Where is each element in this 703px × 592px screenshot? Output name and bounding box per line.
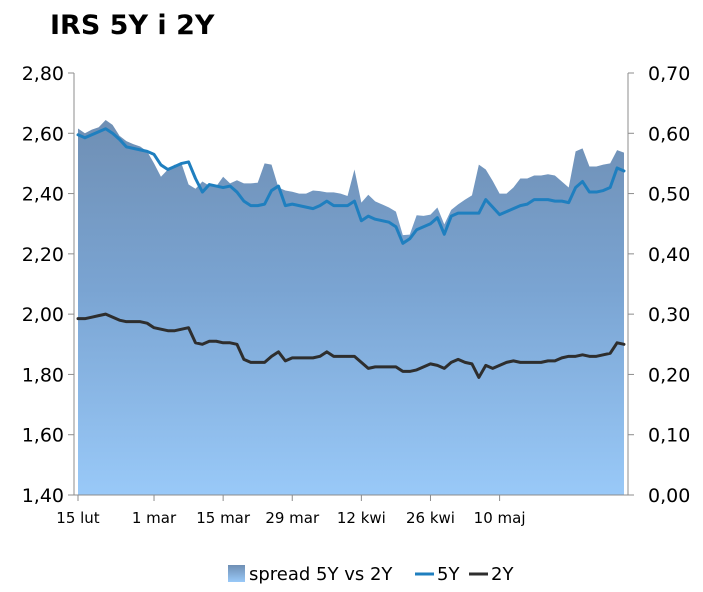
right-tick-label: 0,50 <box>648 184 690 206</box>
spread-area <box>78 120 624 496</box>
series-line-5y <box>76 127 626 245</box>
left-tick-label: 2,20 <box>22 244 64 266</box>
right-tick-label: 0,60 <box>648 123 690 145</box>
left-tick-label: 1,40 <box>22 485 64 507</box>
right-tick-label: 0,30 <box>648 304 690 326</box>
x-tick-label: 29 mar <box>265 509 320 527</box>
right-tick-label: 0,00 <box>648 485 690 507</box>
right-tick-label: 0,70 <box>648 63 690 85</box>
legend-label-5y: 5Y <box>437 564 460 585</box>
right-tick-label: 0,20 <box>648 364 690 386</box>
right-tick-label: 0,40 <box>648 244 690 266</box>
chart-title: IRS 5Y i 2Y <box>50 10 215 41</box>
left-tick-label: 2,80 <box>22 63 64 85</box>
legend: spread 5Y vs 2Y 5Y 2Y <box>228 564 514 585</box>
left-tick-label: 2,60 <box>22 123 64 145</box>
left-tick-label: 1,80 <box>22 364 64 386</box>
axes-layer: 1,40 1,60 1,80 2,00 2,20 2,40 2,60 2,80 0,00 0,10… <box>22 63 691 527</box>
x-tick-label: 26 kwi <box>406 509 455 527</box>
spread-area-layer <box>78 120 624 496</box>
x-tick-label: 15 lut <box>56 509 100 527</box>
left-tick-label: 1,60 <box>22 425 64 447</box>
legend-label-spread: spread 5Y vs 2Y <box>249 564 393 585</box>
left-tick-label: 2,40 <box>22 184 64 206</box>
legend-swatch-spread <box>228 565 245 582</box>
legend-label-2y: 2Y <box>491 564 514 585</box>
x-tick-label: 12 kwi <box>337 509 386 527</box>
x-tick-label: 1 mar <box>132 509 177 527</box>
series-line-2y <box>76 312 626 379</box>
right-tick-label: 0,10 <box>648 425 690 447</box>
lines-layer <box>76 127 626 379</box>
left-tick-label: 2,00 <box>22 304 64 326</box>
x-tick-label: 10 maj <box>474 509 526 527</box>
x-tick-label: 15 mar <box>196 509 251 527</box>
